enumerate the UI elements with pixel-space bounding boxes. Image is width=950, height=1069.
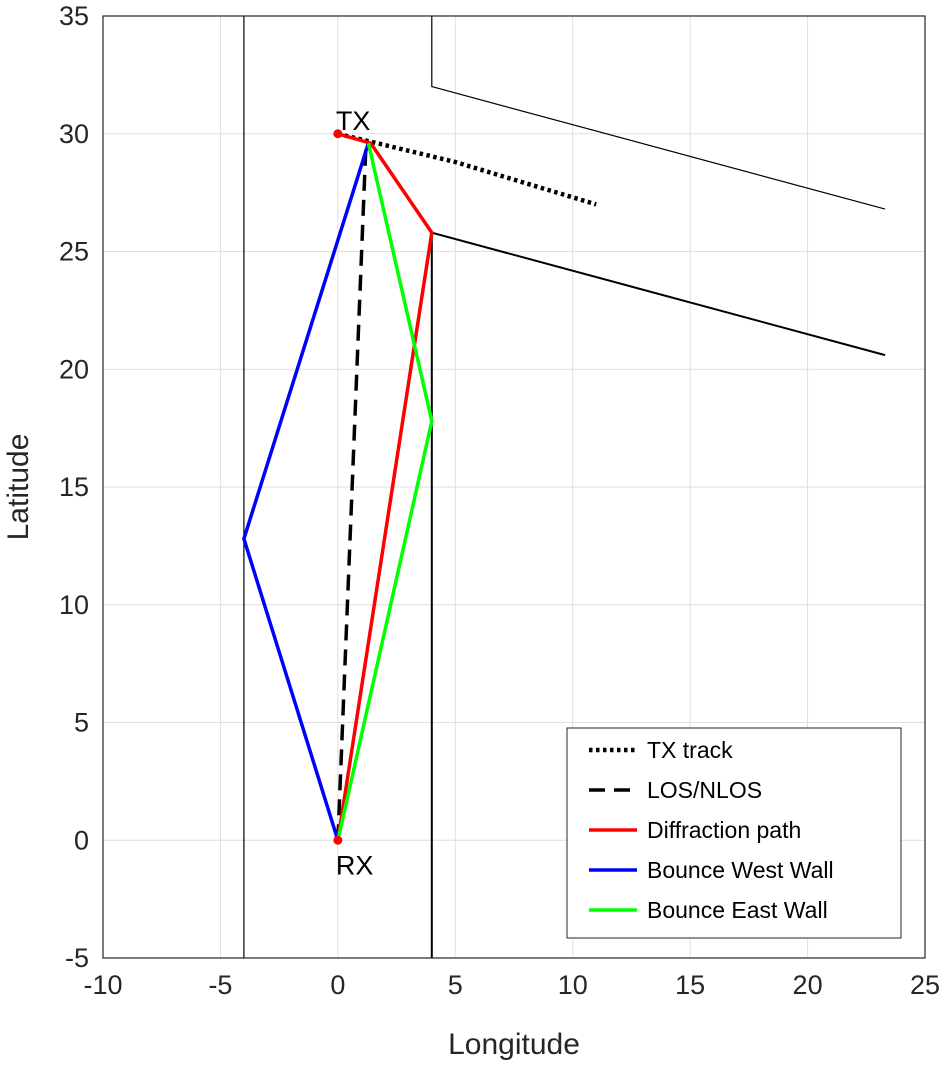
y-tick-label: -5 (65, 943, 89, 973)
plot-area-frame (102, 15, 926, 959)
series-bounce-west-wall (242, 142, 371, 841)
y-tick-label: 5 (74, 708, 89, 738)
x-tick-label: 15 (675, 970, 705, 1000)
x-tick-label: 5 (448, 970, 463, 1000)
rx-label: RX (336, 850, 374, 880)
legend-label-diffraction-path: Diffraction path (647, 817, 801, 843)
series-bounce-east-wall (336, 142, 434, 841)
legend-label-bounce-west-wall: Bounce West Wall (647, 857, 834, 883)
series (242, 131, 597, 841)
tx-label: TX (336, 106, 371, 136)
x-tick-label: 10 (558, 970, 588, 1000)
series-tx-track (337, 131, 597, 207)
series-diffraction-path (336, 132, 434, 841)
legend-label-tx-track: TX track (647, 737, 733, 763)
wall-line (431, 16, 886, 210)
x-tick-label: 25 (910, 970, 940, 1000)
y-tick-label: 15 (59, 472, 89, 502)
rx-marker (333, 835, 343, 845)
x-tick-label: -5 (208, 970, 232, 1000)
x-axis-label: Longitude (448, 1028, 580, 1061)
x-tick-label: 20 (793, 970, 823, 1000)
tx-marker (333, 129, 343, 139)
legend: TX track LOS/NLOS Diffraction path Bounce W… (566, 727, 902, 939)
x-tick-label: -10 (83, 970, 122, 1000)
series-los-nlos (336, 143, 368, 841)
y-tick-label: 10 (59, 590, 89, 620)
y-axis-label: Latitude (2, 434, 35, 541)
y-tick-label: 35 (59, 1, 89, 31)
legend-label-los-nlos: LOS/NLOS (647, 777, 762, 803)
y-tick-label: 25 (59, 237, 89, 267)
legend-box (566, 727, 902, 939)
y-tick-label: 0 (74, 825, 89, 855)
y-tick-label: 30 (59, 119, 89, 149)
points: TX RX (333, 106, 374, 880)
y-tick-label: 20 (59, 354, 89, 384)
legend-label-bounce-east-wall: Bounce East Wall (647, 897, 828, 923)
x-tick-label: 0 (330, 970, 345, 1000)
